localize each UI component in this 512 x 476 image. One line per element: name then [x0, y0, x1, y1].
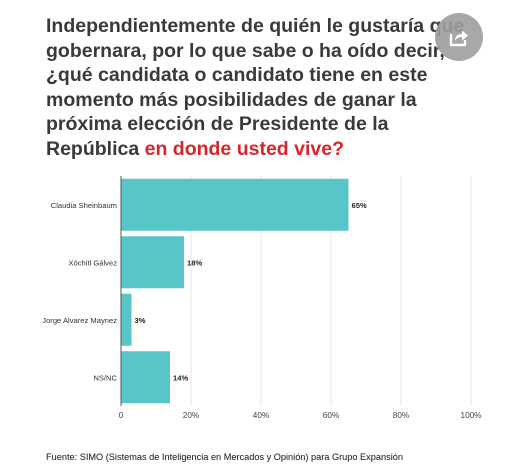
- question-text: Independientemente de quién le gustaría …: [46, 15, 465, 160]
- bar-chart: Claudia Sheinbaum Xóchitl Gálvez Jorge Alv…: [42, 176, 482, 420]
- question-highlight: en donde usted vive?: [144, 137, 344, 160]
- x-tick-label: 100%: [461, 411, 482, 420]
- category-label: Claudia Sheinbaum: [51, 201, 117, 210]
- x-tick-label: 0: [119, 411, 124, 420]
- bar: [121, 236, 184, 289]
- data-label: 65%: [352, 201, 367, 210]
- source-note: Fuente: SIMO (Sistemas de Inteligencia e…: [46, 452, 403, 462]
- chart-title: Independientemente de quién le gustaría …: [46, 14, 466, 162]
- category-label: Jorge Alvarez Maynez: [42, 316, 117, 325]
- value-labels: 65% 18% 3% 14%: [135, 201, 367, 383]
- data-label: 3%: [135, 316, 146, 325]
- x-tick-label: 40%: [253, 411, 269, 420]
- x-tick-label: 20%: [183, 411, 199, 420]
- share-button[interactable]: [435, 13, 483, 61]
- x-tick-label: 80%: [393, 411, 409, 420]
- category-label: NS/NC: [93, 373, 117, 382]
- data-label: 14%: [173, 373, 188, 382]
- bar: [121, 351, 170, 404]
- bar: [121, 178, 349, 231]
- x-tick-label: 60%: [323, 411, 339, 420]
- bars: [121, 178, 349, 404]
- data-label: 18%: [187, 258, 202, 267]
- share-icon: [449, 30, 468, 47]
- category-labels: Claudia Sheinbaum Xóchitl Gálvez Jorge Alv…: [42, 201, 117, 383]
- category-label: Xóchitl Gálvez: [68, 258, 117, 267]
- bar: [121, 293, 132, 346]
- tick-labels: 0 20% 40% 60% 80% 100%: [119, 411, 482, 420]
